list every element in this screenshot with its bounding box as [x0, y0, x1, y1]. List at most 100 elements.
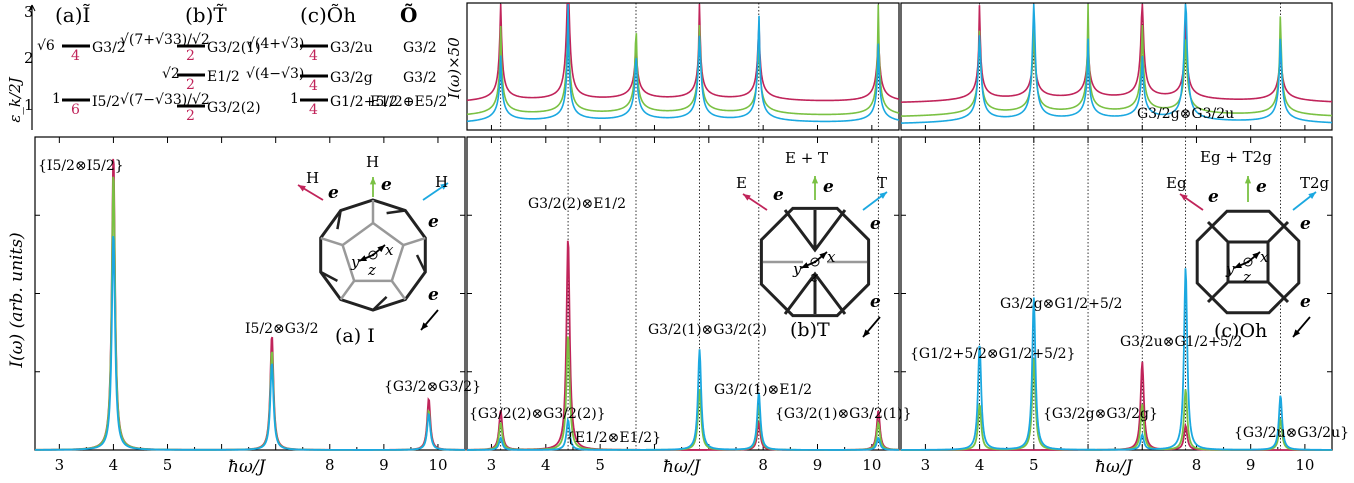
panel-title-b: (b)T — [790, 319, 830, 341]
dodecahedron-edge — [386, 209, 406, 215]
y-axis-arrow-head — [1234, 262, 1242, 268]
peak-label: {G3/2(1)⊗G3/2(1)} — [775, 406, 912, 422]
level-irrep: G3/2g — [330, 70, 373, 86]
level-multiplicity: 4 — [309, 48, 318, 64]
axis-z-label: z — [367, 261, 376, 279]
scheme-header-c: (c)Õh — [300, 3, 356, 27]
x-axis-arrow-head — [1252, 252, 1260, 260]
z-axis-icon — [368, 250, 378, 260]
e-sc-label-right: e — [428, 212, 439, 232]
x-tick-label: 8 — [325, 456, 335, 474]
arrow-label-mid: H — [366, 153, 379, 171]
e-sc-arrow-left-head — [1180, 194, 1188, 201]
o-level: G3/2 — [403, 40, 437, 56]
y-axis-arrow-head — [359, 255, 367, 261]
series-red — [34, 158, 466, 451]
level-irrep: G3/2(2) — [207, 100, 261, 116]
energy-ylabel: ε_k/2J — [6, 76, 24, 122]
axis-y-label: y — [350, 253, 360, 271]
peak-label: G3/2(2)⊗E1/2 — [528, 196, 626, 212]
e-in-arrow-head — [421, 322, 429, 330]
e-sc-arrow-mid-head — [369, 177, 377, 185]
x-tick-label: 4 — [975, 456, 985, 474]
x-tick-label: 4 — [109, 456, 119, 474]
arrow-label-right: H — [435, 173, 448, 191]
e-sc-label-right: e — [870, 214, 881, 234]
x-tick-label: 4 — [541, 456, 551, 474]
inner-edge — [783, 271, 847, 315]
z-axis-icon — [1243, 257, 1253, 267]
inset-ylabel: I(ω)×50 — [445, 37, 463, 100]
peak-label: {G3/2(2)⊗G3/2(2)} — [469, 406, 606, 422]
level-irrep: G3/2(1) — [207, 40, 261, 56]
peak-label: {G3/2u⊗G3/2u} — [1234, 425, 1349, 441]
inner-edge — [1206, 220, 1230, 244]
level-multiplicity: 2 — [186, 77, 195, 93]
dodecahedron-edge — [372, 295, 388, 311]
panel-title-c: (c)Oh — [1214, 320, 1267, 342]
dodecahedron-edge — [403, 236, 426, 247]
level-coef: 1 — [52, 91, 61, 107]
e-sc-arrow-right-head — [1308, 192, 1316, 199]
arrow-label-mid: E + T — [785, 149, 828, 167]
level-irrep: G3/2 — [92, 40, 126, 56]
x-tick-label: 3 — [487, 456, 497, 474]
level-multiplicity: 6 — [71, 102, 80, 118]
main-ylabel: I(ω) (arb. units) — [7, 232, 27, 368]
e-in-label: e — [1300, 292, 1311, 312]
level-coef: 1 — [290, 91, 299, 107]
arrow-label-right: T — [877, 174, 887, 192]
level-coef: √(4+√3) — [246, 36, 304, 52]
x-tick-label: 5 — [595, 456, 605, 474]
peak-label: G3/2(1)⊗E1/2 — [714, 382, 812, 398]
inset-series-green — [466, 4, 900, 116]
x-tick-label: 9 — [1246, 456, 1256, 474]
axis-x-label: x — [1260, 248, 1269, 266]
dodecahedron-inner — [341, 221, 405, 283]
dodecahedron-edge — [415, 254, 427, 273]
level-multiplicity: 4 — [71, 48, 80, 64]
o-level: E1/2⊕E5/2 — [370, 94, 447, 110]
level-coef: √6 — [37, 38, 55, 54]
level-irrep: G3/2u — [330, 40, 373, 56]
spectra — [34, 3, 1333, 451]
x-tick-label: 9 — [379, 456, 389, 474]
x-tick-label: 3 — [55, 456, 65, 474]
series-green — [466, 336, 900, 451]
inset-series-red — [900, 3, 1333, 103]
series-blue — [900, 268, 1332, 451]
x-tick-label: 8 — [758, 456, 768, 474]
svg-text:3: 3 — [24, 3, 34, 21]
e-in-arrow-head — [1293, 329, 1301, 337]
dodecahedron-edge — [320, 270, 338, 282]
axis-z-label: z — [1242, 268, 1251, 286]
axis-y-label: y — [792, 260, 802, 278]
e-sc-label-mid: e — [1256, 177, 1267, 197]
x-tick-label: 5 — [163, 456, 173, 474]
level-irrep: G1/2+5/2 — [330, 94, 398, 110]
series-blue — [34, 235, 466, 451]
level-multiplicity: 2 — [186, 48, 195, 64]
axis-y-label: y — [1225, 260, 1235, 278]
x-tick-label: 10 — [428, 456, 447, 474]
level-multiplicity: 2 — [186, 108, 195, 124]
scheme-header-o: Õ — [400, 2, 417, 27]
o-level: G3/2 — [403, 70, 437, 86]
svg-text:2: 2 — [24, 49, 34, 67]
series-blue — [467, 349, 900, 451]
inset-series-red — [466, 3, 900, 102]
dodecahedron-edge — [336, 210, 342, 230]
inset-series-green — [900, 3, 1333, 117]
inset-series-blue — [900, 3, 1333, 124]
arrow-label-right: T2g — [1300, 174, 1330, 192]
scheme-header-b: (b)T̃ — [185, 3, 227, 27]
level-coef: √(7+√33)/√2 — [120, 32, 210, 48]
inset-axes — [900, 2, 1333, 131]
peak-label: G3/2g⊗G1/2+5/2 — [1000, 296, 1122, 312]
x-tick-label: 3 — [921, 456, 931, 474]
axis-x-label: x — [385, 241, 394, 259]
e-sc-label-mid: e — [381, 175, 392, 195]
level-coef: √2 — [162, 66, 180, 82]
